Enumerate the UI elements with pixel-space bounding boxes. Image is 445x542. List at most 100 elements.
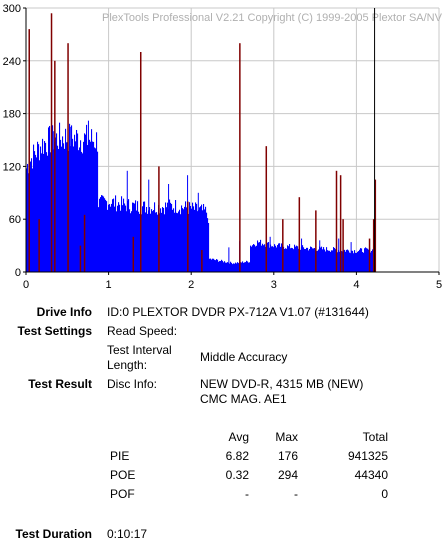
disc-info-label: Disc Info:	[107, 377, 158, 391]
pie-bar	[332, 250, 334, 272]
pie-bar	[177, 213, 179, 272]
pie-bar	[112, 199, 114, 272]
pie-bar	[100, 197, 102, 272]
pie-bar	[296, 245, 298, 272]
pie-bar	[360, 248, 362, 272]
pie-bar	[310, 246, 312, 272]
interval-label-1: Test Interval	[107, 343, 172, 357]
pie-bar	[354, 250, 356, 272]
pie-spike	[126, 170, 128, 272]
pie-bar	[135, 200, 137, 272]
disc-info-line-2: CMC MAG. AE1	[200, 392, 287, 406]
pie-bar	[144, 201, 146, 272]
pie-bar	[238, 263, 240, 272]
pie-bar	[207, 218, 209, 272]
pie-bar	[116, 211, 118, 272]
pie-bar	[287, 245, 289, 272]
pie-bar	[245, 262, 247, 272]
row-name: POE	[110, 468, 136, 482]
pie-bar	[281, 243, 283, 272]
pie-bar	[170, 202, 172, 272]
pie-bar	[275, 245, 277, 272]
pie-bar	[348, 250, 350, 272]
pie-bar	[334, 248, 336, 272]
pie-bar	[276, 247, 278, 272]
pie-bar	[224, 261, 226, 272]
pie-bar	[273, 247, 275, 272]
pie-bar	[313, 248, 315, 272]
pie-bar	[202, 210, 204, 272]
pie-bar	[227, 262, 229, 272]
pie-bar	[339, 251, 341, 272]
pie-bar	[169, 199, 171, 272]
pie-bar	[350, 253, 352, 272]
pie-spike	[69, 126, 71, 272]
pie-bar	[43, 153, 45, 272]
pie-bar	[241, 262, 243, 272]
pie-bar	[129, 209, 131, 272]
poe-bar	[28, 29, 30, 273]
x-tick-label: 0	[23, 279, 29, 291]
pie-bar	[147, 213, 149, 272]
poe-bar	[132, 236, 135, 272]
pie-bar	[326, 247, 328, 272]
pie-bar	[247, 261, 249, 272]
pie-bar	[314, 248, 316, 272]
pie-bar	[49, 125, 51, 272]
pie-bar	[345, 251, 347, 272]
pie-bar	[249, 262, 251, 272]
poe-bar	[54, 60, 56, 272]
pie-bar	[156, 212, 158, 272]
pie-bar	[75, 141, 77, 272]
pie-spike	[148, 179, 150, 272]
pie-bar	[33, 144, 35, 272]
pie-bar	[277, 245, 279, 272]
col-total-header: Total	[362, 430, 388, 444]
pie-bar	[97, 151, 99, 272]
pie-bar	[290, 248, 292, 272]
pie-bar	[237, 262, 239, 272]
pie-bar	[304, 248, 306, 272]
pie-bar	[130, 213, 132, 272]
watermark: PlexTools Professional V2.21 Copyright (…	[102, 12, 443, 24]
pie-bar	[356, 252, 358, 272]
poe-bar	[67, 43, 69, 273]
pie-spike	[301, 238, 303, 272]
pie-bar	[98, 207, 100, 272]
pie-bar	[199, 207, 201, 272]
pie-bar	[322, 249, 324, 272]
y-tick-label: 240	[3, 56, 21, 68]
pie-bar	[327, 250, 329, 272]
pie-bar	[324, 249, 326, 272]
pie-bar	[298, 248, 300, 272]
pie-spike	[53, 131, 55, 272]
pie-bar	[271, 246, 273, 272]
pie-spike	[319, 240, 321, 272]
pie-bar	[171, 203, 173, 272]
pie-bar	[368, 249, 370, 272]
pie-bar	[178, 211, 180, 272]
pie-bar	[164, 214, 166, 272]
pie-spike	[269, 236, 271, 272]
pie-bar	[157, 214, 159, 272]
poe-bar	[38, 219, 40, 272]
pie-bar	[69, 123, 71, 273]
pie-bar	[60, 139, 62, 272]
pie-bar	[56, 133, 58, 272]
pie-bar	[44, 141, 46, 272]
pie-bar	[321, 246, 323, 272]
pie-bar	[102, 195, 104, 272]
pie-bar	[302, 245, 304, 272]
pie-bar	[280, 246, 282, 272]
pie-bar	[291, 247, 293, 272]
pie-bar	[84, 133, 86, 272]
pie-bar	[201, 204, 203, 272]
y-tick-label: 180	[3, 109, 21, 121]
pie-bar	[71, 125, 73, 272]
row-max: 294	[277, 468, 298, 482]
pie-bar	[66, 142, 68, 272]
pie-bar	[223, 262, 225, 272]
pie-bar	[40, 146, 42, 272]
row-name: PIE	[110, 449, 130, 463]
pie-bar	[346, 249, 348, 272]
